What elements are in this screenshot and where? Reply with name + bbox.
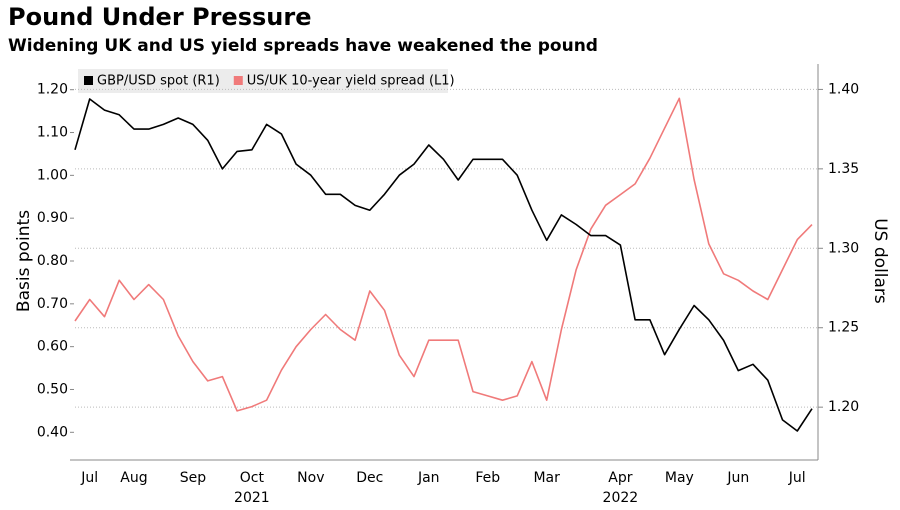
legend-background — [78, 69, 448, 93]
x-tick-label: Feb — [475, 470, 500, 486]
y-tick-label: 1.10 — [37, 125, 68, 141]
chart-subtitle: Widening UK and US yield spreads have we… — [8, 36, 598, 56]
y2-axis-label: US dollars — [870, 218, 890, 304]
legend-label: GBP/USD spot (R1) — [97, 74, 220, 89]
y-tick-label: 1.20 — [37, 82, 68, 98]
y-tick-label: 0.70 — [37, 296, 68, 312]
series-line — [74, 98, 813, 432]
x-tick-label: Nov — [297, 470, 324, 486]
x-tick-label: Jul — [788, 470, 806, 486]
y-tick-label: 0.80 — [37, 253, 68, 269]
y2-tick-label: 1.20 — [828, 399, 859, 415]
x-year-label: 2022 — [603, 490, 639, 506]
y-tick-label: 1.00 — [37, 167, 68, 183]
y-axis-label: Basis points — [14, 210, 34, 312]
x-tick-label: Jun — [726, 470, 749, 486]
legend-swatch — [233, 76, 243, 85]
x-tick-label: Oct — [240, 470, 265, 486]
x-tick-label: Jul — [80, 470, 98, 486]
chart-title: Pound Under Pressure — [8, 3, 311, 31]
x-tick-label: Mar — [533, 470, 560, 486]
y-tick-label: 0.40 — [37, 424, 68, 440]
y2-tick-label: 1.25 — [828, 320, 859, 336]
x-year-label: 2021 — [234, 490, 270, 506]
y-tick-label: 0.90 — [37, 210, 68, 226]
legend-swatch — [84, 76, 93, 85]
x-tick-label: May — [665, 470, 694, 486]
y2-tick-label: 1.30 — [828, 240, 859, 256]
series-line — [74, 97, 813, 412]
y-tick-label: 0.60 — [37, 339, 68, 355]
x-tick-label: Jan — [417, 470, 440, 486]
y2-tick-label: 1.35 — [828, 161, 859, 177]
x-tick-label: Apr — [608, 470, 632, 486]
y2-tick-label: 1.40 — [828, 81, 859, 97]
legend-label: US/UK 10-year yield spread (L1) — [247, 74, 455, 89]
x-tick-label: Aug — [120, 470, 147, 486]
x-tick-label: Sep — [180, 470, 207, 486]
x-tick-label: Dec — [356, 470, 383, 486]
y-tick-label: 0.50 — [37, 381, 68, 397]
